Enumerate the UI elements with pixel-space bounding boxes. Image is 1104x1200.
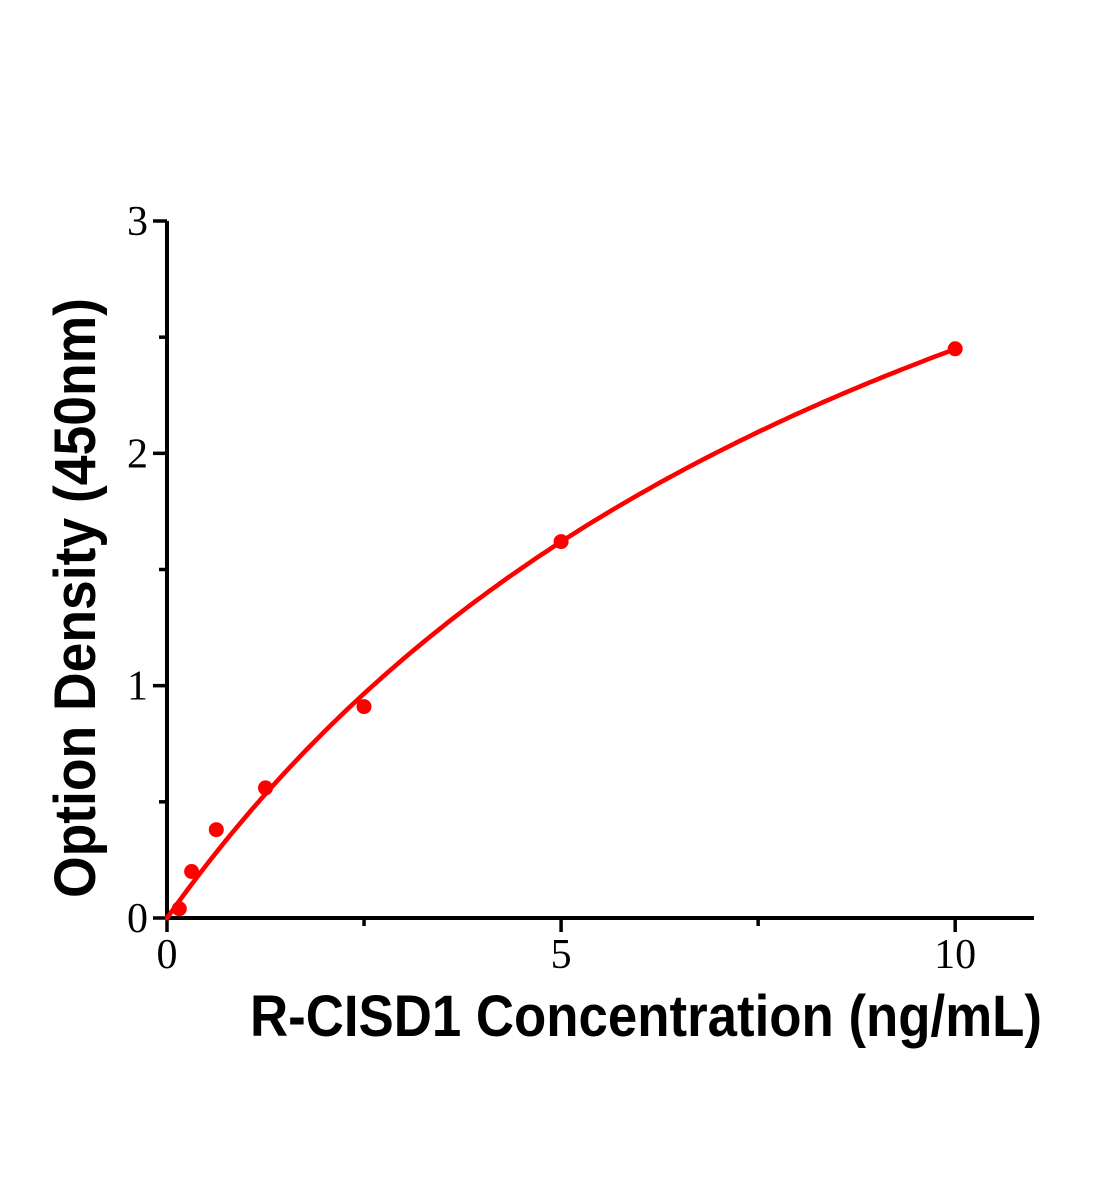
x-tick-label: 0 [157, 932, 178, 978]
data-point [184, 864, 200, 879]
x-tick-label: 10 [934, 932, 976, 978]
data-point [208, 822, 224, 838]
data-point [947, 341, 963, 357]
data-point [553, 534, 569, 550]
y-axis-title: Option Density (450nm) [43, 298, 108, 898]
data-point [258, 780, 273, 796]
x-tick-label: 5 [551, 932, 572, 978]
data-point [171, 901, 187, 917]
x-axis-title: R-CISD1 Concentration (ng/mL) [250, 984, 1042, 1049]
fit-curve [164, 346, 958, 921]
y-tick-label: 3 [127, 199, 148, 245]
plot-area: 0 5 10 0 1 2 3 [127, 199, 1034, 978]
data-point [356, 699, 372, 715]
y-tick-label: 0 [127, 896, 148, 942]
y-tick-label: 1 [127, 664, 148, 710]
y-tick-label: 2 [127, 431, 148, 477]
